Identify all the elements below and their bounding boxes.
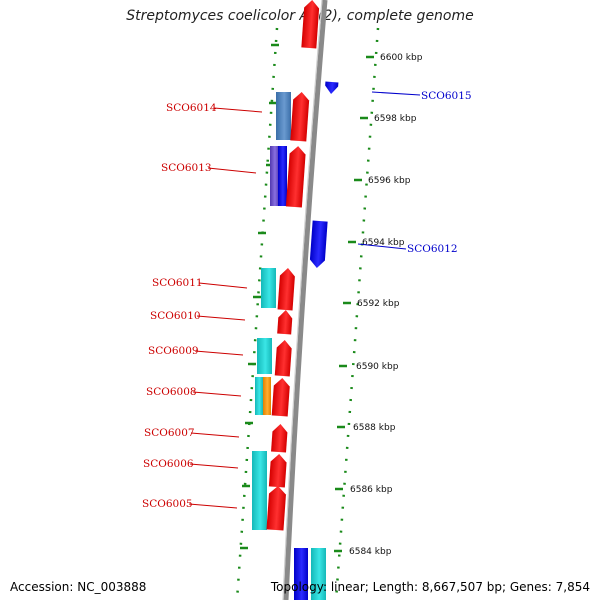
gene-label: SCO6009 (148, 345, 199, 357)
gene-arrow-reverse (309, 220, 328, 268)
scale-label: 6590 kbp (356, 362, 399, 372)
scale-label: 6600 kbp (380, 53, 423, 63)
gene-label: SCO6015 (421, 90, 472, 102)
gene-arrow-forward (285, 146, 306, 208)
gene-arrow-forward (277, 310, 293, 335)
feature-block-purple (270, 146, 279, 206)
gene-arrow-forward (271, 378, 290, 417)
feature-block-blue (278, 146, 287, 206)
gene-label: SCO6005 (142, 498, 193, 510)
gene-arrow-forward (301, 0, 320, 49)
gene-arrow-forward (277, 268, 295, 311)
gene-label: SCO6012 (407, 243, 458, 255)
feature-block-orange (263, 377, 271, 415)
gene-arrow-forward (290, 92, 310, 142)
gene-label-leader (189, 463, 239, 469)
gene-arrow-reverse (325, 81, 339, 94)
scale-label: 6592 kbp (357, 299, 400, 309)
gene-label: SCO6006 (143, 458, 194, 470)
gene-arrow-forward (274, 340, 292, 377)
feature-block-cyan (261, 268, 276, 308)
gene-label-leader (190, 432, 240, 438)
gene-label: SCO6014 (166, 102, 217, 114)
gene-label-leader (194, 350, 244, 356)
scale-label: 6598 kbp (374, 114, 417, 124)
feature-block-cyan (252, 451, 267, 530)
genome-title: Streptomyces coelicolor A3(2), complete … (126, 8, 474, 24)
gene-label-leader (198, 282, 248, 289)
gene-label: SCO6008 (146, 386, 197, 398)
scale-label: 6584 kbp (349, 547, 392, 557)
gene-label-leader (192, 391, 242, 397)
gene-label-leader (357, 243, 407, 250)
scale-label: 6596 kbp (368, 176, 411, 186)
feature-block-steelblue (276, 92, 291, 140)
gene-arrow-forward (266, 486, 286, 531)
genome-backbone-highlight (282, 0, 323, 600)
accession-text: Accession: NC_003888 (10, 580, 147, 594)
ruler-dotted-right (334, 27, 380, 600)
gene-label-leader (371, 91, 421, 96)
gene-label: SCO6011 (152, 277, 203, 289)
feature-block-cyan (257, 338, 272, 374)
gene-label: SCO6013 (161, 162, 212, 174)
topology-text: Topology: linear; Length: 8,667,507 bp; … (270, 580, 590, 594)
gene-label-leader (188, 503, 238, 509)
gene-label-leader (196, 315, 246, 321)
feature-block-cyan (255, 377, 263, 415)
gene-label: SCO6010 (150, 310, 201, 322)
gene-label-leader (213, 107, 263, 113)
scale-label: 6594 kbp (362, 238, 405, 248)
gene-label: SCO6007 (144, 427, 195, 439)
gene-arrow-forward (271, 424, 288, 453)
gene-label-leader (207, 167, 257, 174)
scale-label: 6588 kbp (353, 423, 396, 433)
gene-arrow-forward (268, 454, 287, 488)
feature-block-cyan (311, 548, 326, 600)
feature-block-blue (294, 548, 308, 600)
scale-label: 6586 kbp (350, 485, 393, 495)
genome-backbone (283, 0, 328, 600)
